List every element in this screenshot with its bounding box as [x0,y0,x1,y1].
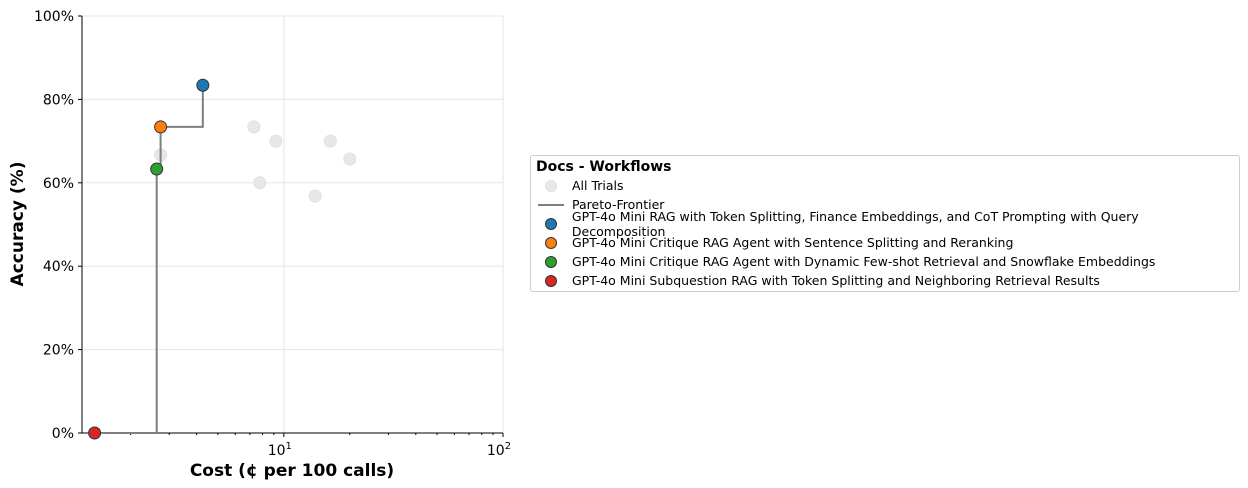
x-tick-label: 101 [268,441,292,459]
all-trials-point [323,134,337,148]
legend-label: GPT-4o Mini Critique RAG Agent with Dyna… [572,254,1156,269]
series-point [150,162,164,176]
legend-label: All Trials [572,178,624,193]
pareto-frontier-line [94,85,204,434]
x-tick-exponent: 2 [505,441,511,452]
legend-item-series-2: GPT-4o Mini Critique RAG Agent with Dyna… [536,252,1234,271]
all-trials-point [343,152,357,166]
series-point [88,426,102,440]
x-tick-exponent: 1 [286,441,292,452]
legend-label: Pareto-Frontier [572,197,665,212]
legend-title: Docs - Workflows [536,159,672,175]
legend-item-series-1: GPT-4o Mini Critique RAG Agent with Sent… [536,233,1234,252]
all-trials-point [269,134,283,148]
legend-label: GPT-4o Mini Critique RAG Agent with Sent… [572,235,1014,250]
legend-label: GPT-4o Mini Subquestion RAG with Token S… [572,273,1100,288]
legend-item-all-trials: All Trials [536,176,1234,195]
y-tick-label: 0% [52,426,74,442]
series-point [154,120,168,134]
series-point [196,78,210,92]
y-tick-label: 40% [43,259,74,275]
all-trials-point [308,189,322,203]
pareto-line-marker [538,203,564,206]
legend-label: GPT-4o Mini RAG with Token Splitting, Fi… [571,208,1139,239]
y-tick-label: 100% [34,9,74,25]
y-tick-label: 60% [43,176,74,192]
y-axis-label: Accuracy (%) [8,162,28,287]
legend: Docs - Workflows All Trials Pareto-Front… [530,155,1240,292]
x-axis-label: Cost (¢ per 100 calls) [190,461,394,481]
x-tick-label: 102 [487,441,511,459]
series-marker [544,217,557,230]
series-marker [545,274,557,287]
legend-item-series-3: GPT-4o Mini Subquestion RAG with Token S… [536,271,1234,290]
series-marker [545,236,557,249]
legend-item-pareto: Pareto-Frontier [536,195,1234,214]
legend-item-series-0: GPT-4o Mini RAG with Token Splitting, Fi… [536,209,1234,239]
series-marker [545,255,557,268]
y-tick-label: 20% [43,343,74,359]
y-tick-label: 80% [43,92,74,108]
all-trials-point [253,176,267,190]
all-trials-point [247,120,261,134]
all-trials-marker [545,179,557,192]
